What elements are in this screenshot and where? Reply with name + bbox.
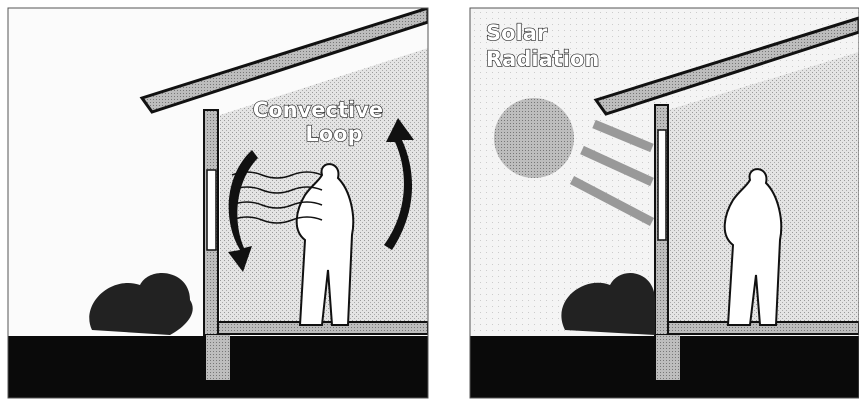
- panel-frame: [469, 7, 859, 399]
- label-line: Loop: [305, 122, 362, 146]
- panel-solar: Solar Radiation: [470, 8, 859, 398]
- label-line: Solar: [486, 21, 548, 45]
- panel-frame: [7, 7, 429, 399]
- panel-convective: Convective Loop: [8, 8, 428, 398]
- label-line: Convective: [253, 98, 383, 122]
- label-line: Radiation: [486, 47, 599, 71]
